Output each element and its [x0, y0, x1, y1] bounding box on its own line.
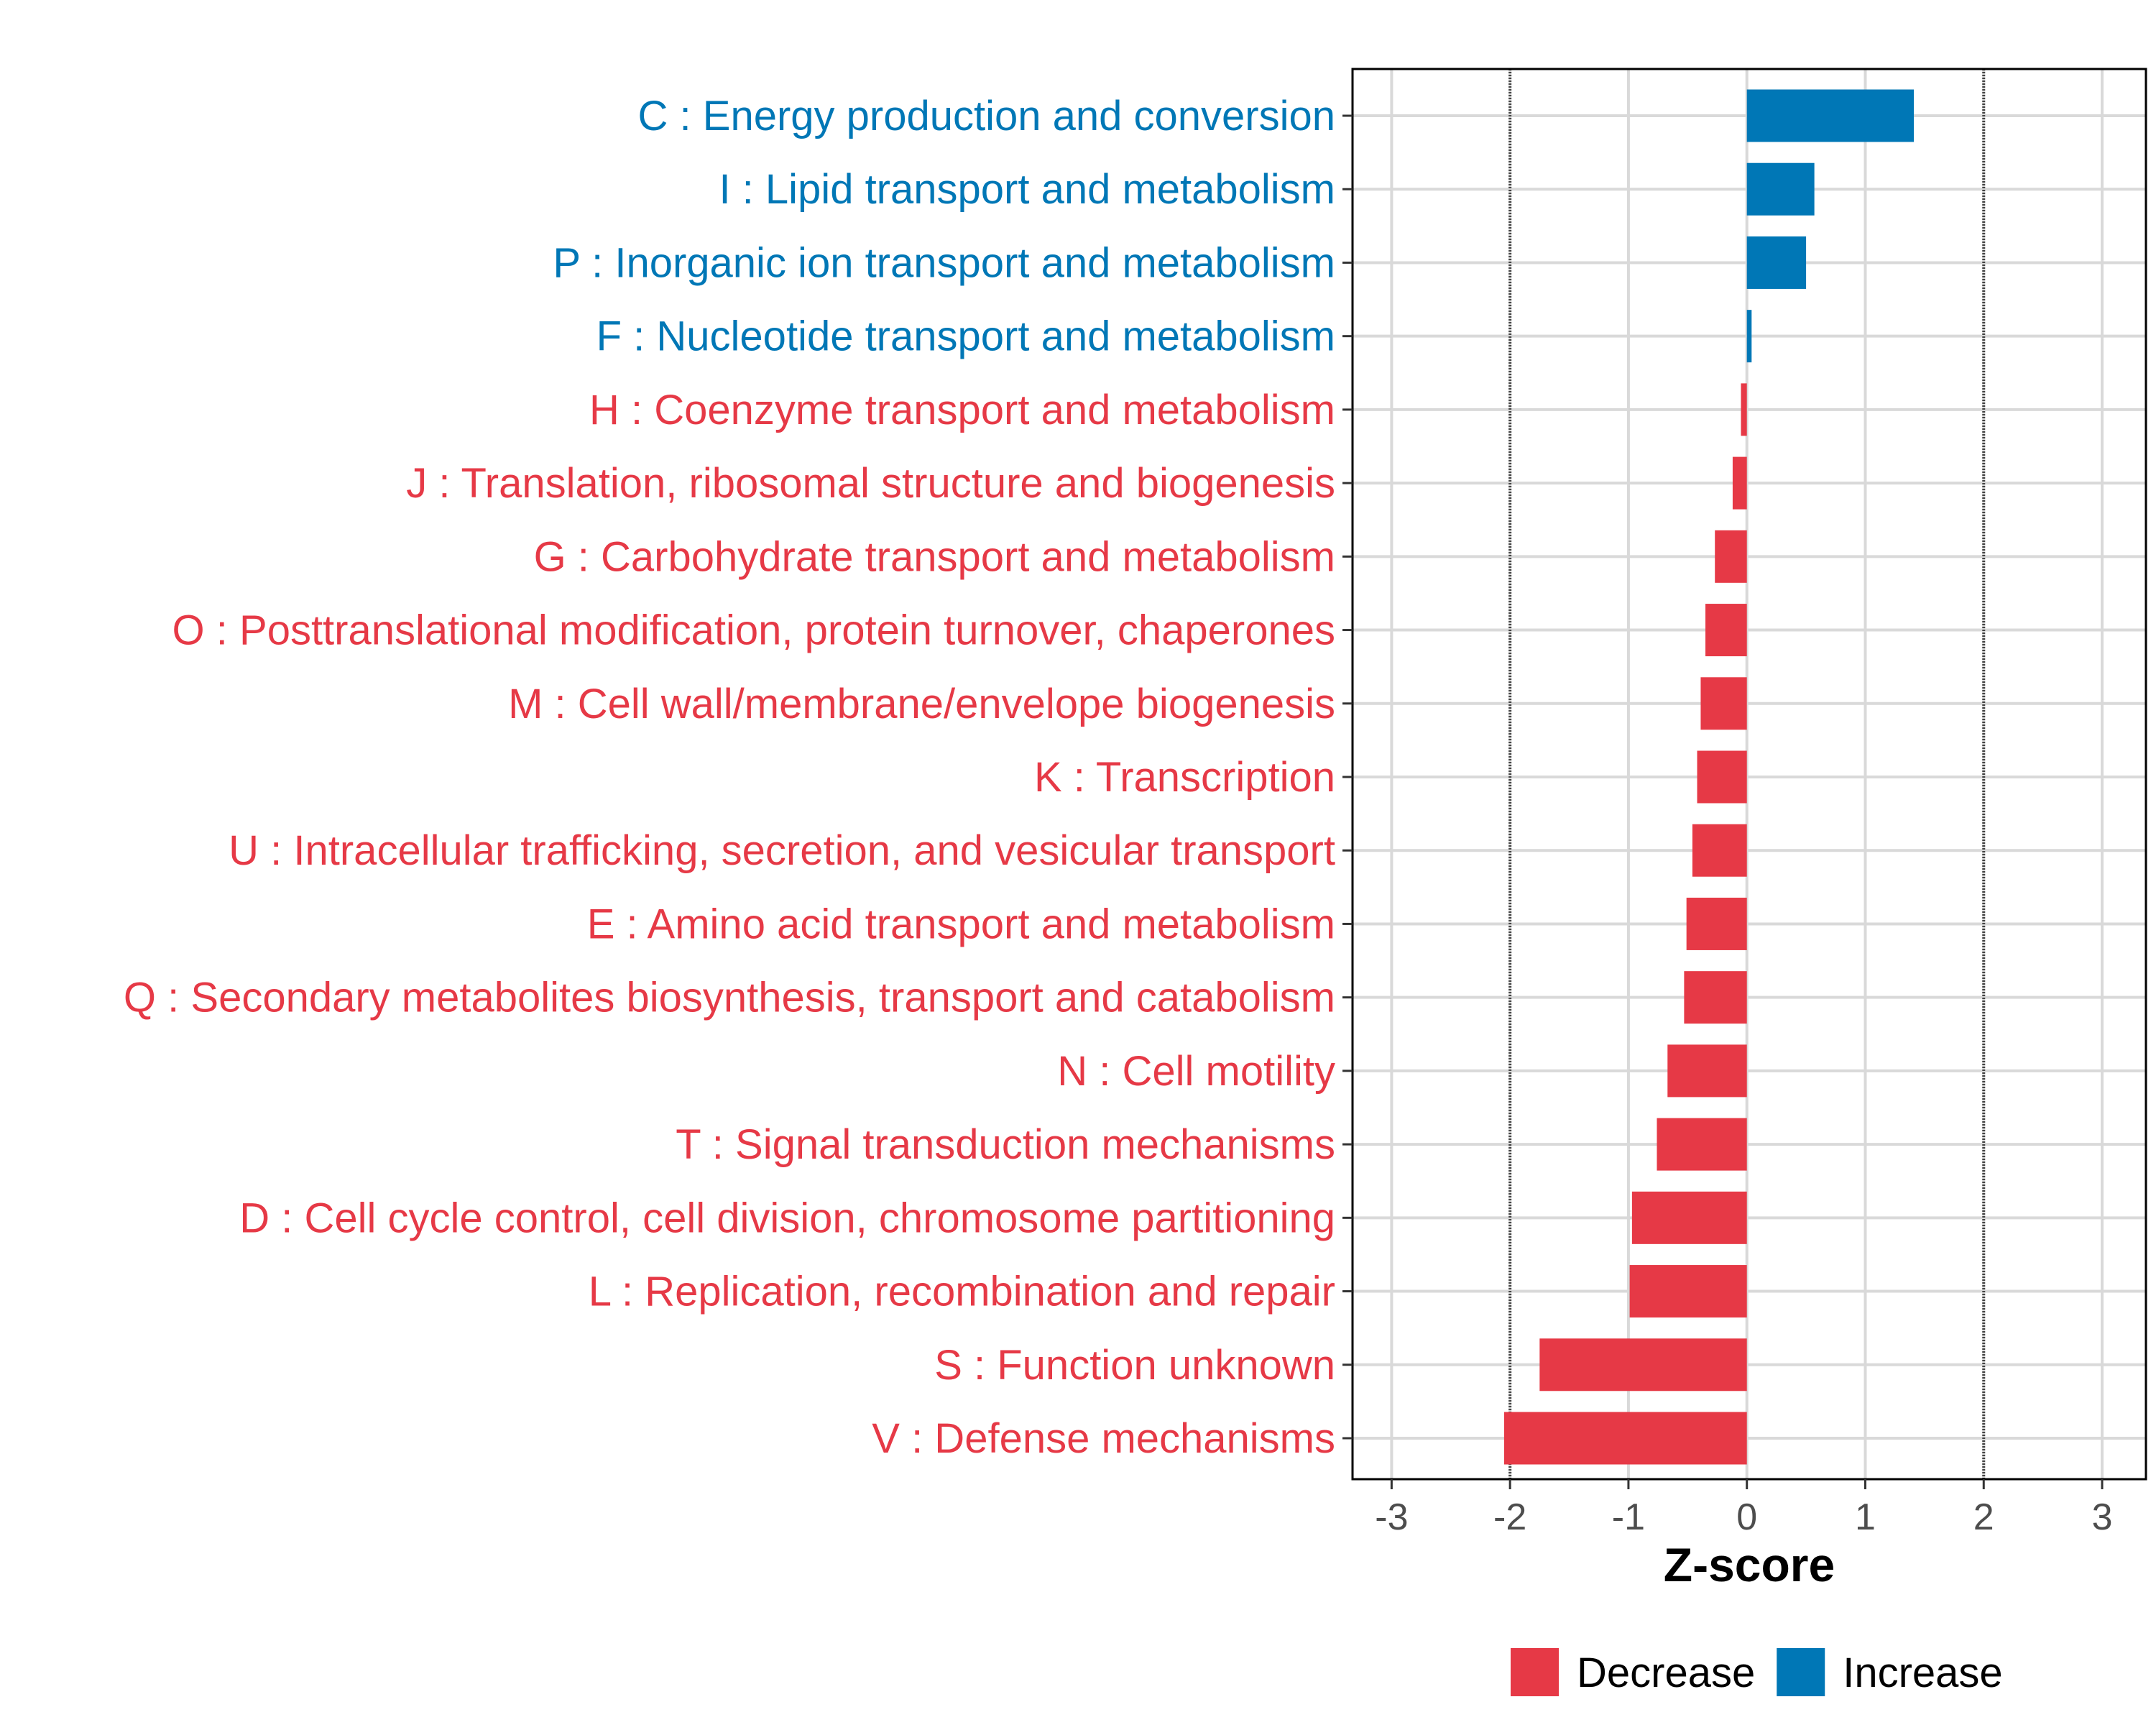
- category-label: G : Carbohydrate transport and metabolis…: [534, 533, 1335, 580]
- reference-lines: [1508, 69, 1986, 1479]
- x-axis-title: Z-score: [1664, 1538, 1835, 1591]
- category-label: P : Inorganic ion transport and metaboli…: [553, 239, 1335, 286]
- category-label: O : Posttranslational modification, prot…: [172, 607, 1335, 654]
- x-tick-label: 2: [1973, 1496, 1994, 1538]
- bar-v: [1503, 1412, 1747, 1465]
- category-label: L : Replication, recombination and repai…: [589, 1269, 1335, 1315]
- legend: Decrease Increase: [1511, 1648, 2003, 1696]
- bar-e: [1686, 897, 1747, 950]
- legend-label-decrease: Decrease: [1577, 1650, 1755, 1696]
- bars: [1503, 89, 1915, 1465]
- panel-border: [1351, 68, 2147, 1481]
- category-label: N : Cell motility: [1057, 1048, 1335, 1095]
- legend-key-decrease: [1511, 1648, 1559, 1696]
- grid-lines: [1353, 69, 2146, 1479]
- x-tick-label: -2: [1493, 1496, 1526, 1538]
- category-label: S : Function unknown: [934, 1342, 1335, 1389]
- category-label: H : Coenzyme transport and metabolism: [589, 387, 1335, 433]
- x-tick-labels: -3 -2 -1 0 1 2 3: [1375, 1479, 2112, 1538]
- bar-i: [1746, 162, 1815, 216]
- category-label: D : Cell cycle control, cell division, c…: [239, 1195, 1335, 1241]
- bar-c: [1746, 89, 1915, 142]
- category-label: I : Lipid transport and metabolism: [719, 166, 1335, 213]
- bar-d: [1631, 1191, 1747, 1244]
- category-label: Q : Secondary metabolites biosynthesis, …: [124, 975, 1335, 1021]
- bar-j: [1732, 456, 1747, 510]
- category-label: V : Defense mechanisms: [872, 1415, 1335, 1462]
- bar-s: [1539, 1338, 1747, 1392]
- bar-g: [1715, 530, 1747, 583]
- bar-k: [1697, 750, 1747, 804]
- bar-p: [1746, 236, 1807, 289]
- category-label: C : Energy production and conversion: [638, 93, 1335, 139]
- category-label: F : Nucleotide transport and metabolism: [596, 313, 1335, 360]
- category-label: E : Amino acid transport and metabolism: [587, 901, 1335, 947]
- bar-t: [1657, 1118, 1747, 1171]
- bar-l: [1629, 1265, 1747, 1318]
- legend-label-increase: Increase: [1843, 1650, 2002, 1696]
- bar-u: [1692, 824, 1747, 877]
- bar-m: [1700, 677, 1747, 730]
- category-label: J : Translation, ribosomal structure and…: [406, 460, 1335, 507]
- x-tick-label: -1: [1612, 1496, 1645, 1538]
- bar-n: [1667, 1044, 1747, 1098]
- bar-o: [1705, 604, 1747, 657]
- category-labels: C : Energy production and conversion I : …: [124, 93, 1353, 1462]
- category-label: T : Signal transduction mechanisms: [676, 1121, 1335, 1168]
- category-label: U : Intracellular trafficking, secretion…: [229, 827, 1335, 874]
- category-label: K : Transcription: [1034, 754, 1335, 801]
- x-tick-label: 1: [1855, 1496, 1876, 1538]
- legend-key-increase: [1777, 1648, 1825, 1696]
- bar-q: [1684, 971, 1747, 1024]
- x-tick-label: 3: [2092, 1496, 2113, 1538]
- bar-h: [1741, 383, 1747, 436]
- x-tick-label: 0: [1736, 1496, 1757, 1538]
- category-label: M : Cell wall/membrane/envelope biogenes…: [508, 681, 1335, 727]
- x-tick-label: -3: [1375, 1496, 1408, 1538]
- bar-f: [1746, 310, 1752, 363]
